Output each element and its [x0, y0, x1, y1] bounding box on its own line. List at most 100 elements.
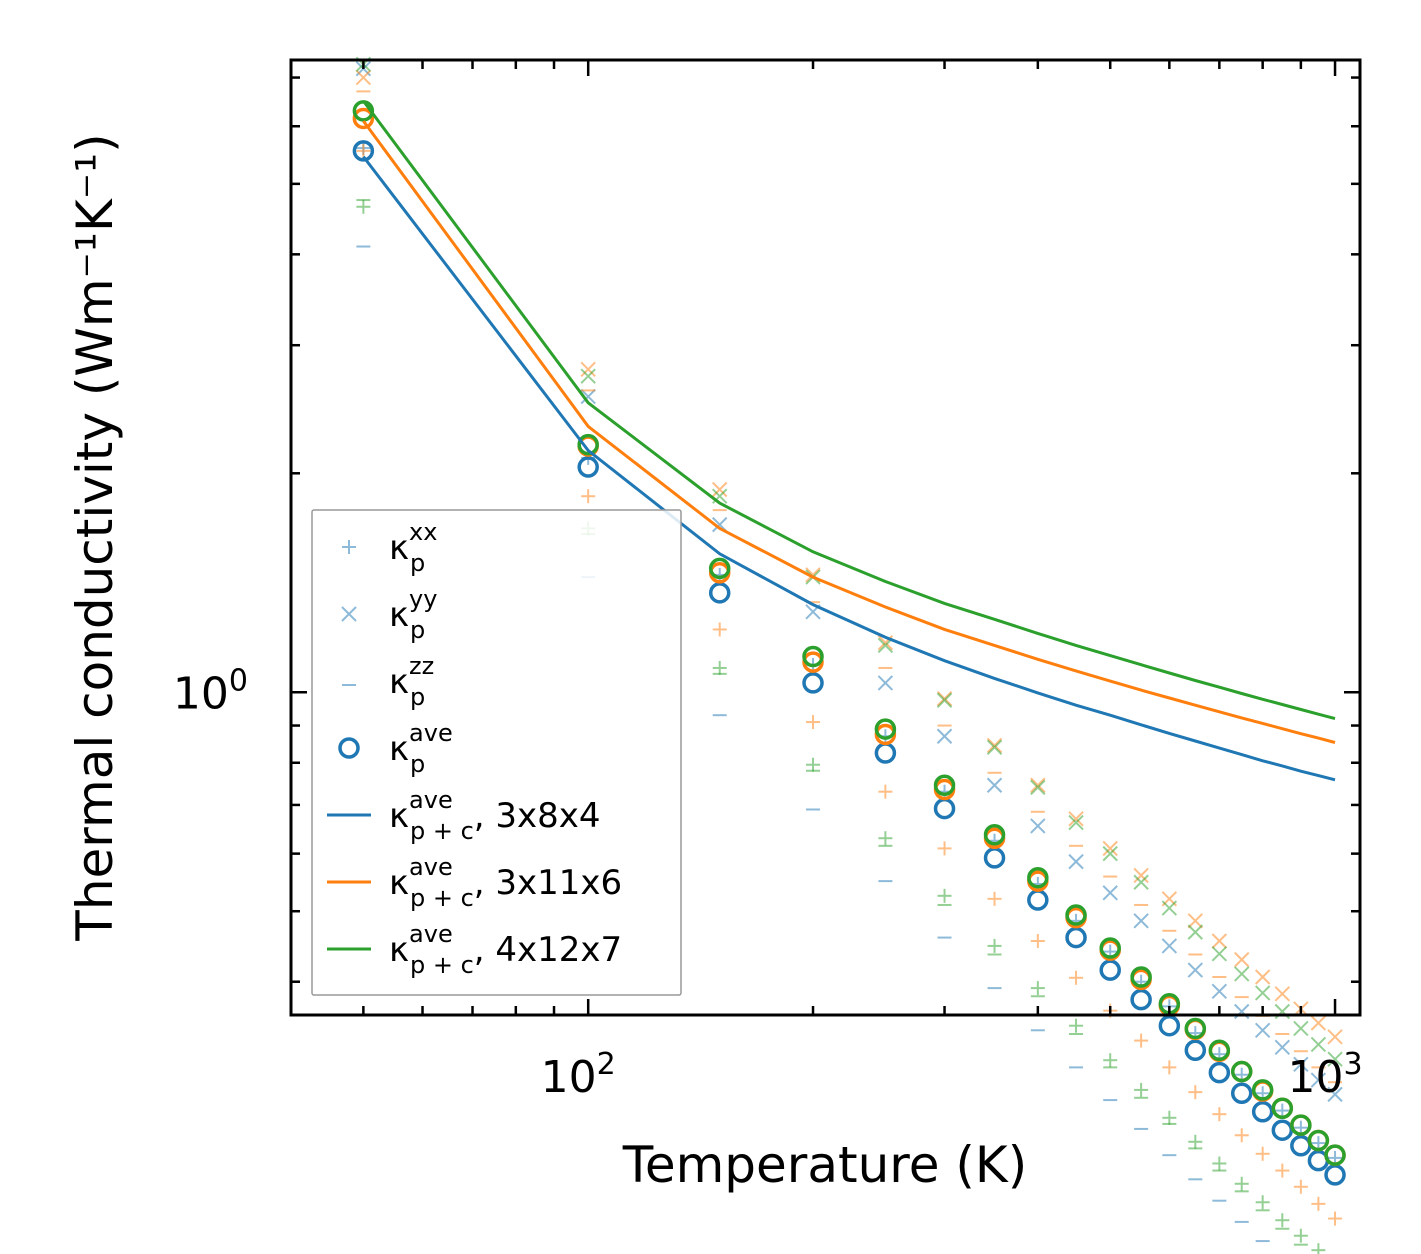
x-tick-label: 102: [541, 1047, 616, 1103]
legend-cross-marker: [341, 606, 357, 622]
kyy-point: [986, 777, 1003, 793]
kyy-point: [355, 69, 372, 86]
cross-b: [712, 481, 728, 498]
kyy-point: [1187, 962, 1204, 978]
kxx-point: [1212, 1107, 1227, 1122]
kyy-point: [1133, 913, 1149, 929]
kave-point: [708, 582, 731, 604]
kyy-point: [1211, 983, 1228, 1000]
cross-b: [1293, 1020, 1309, 1037]
legend-entry: κxx p: [342, 518, 437, 577]
kxx-point: [1212, 1156, 1227, 1171]
cross-b: [1187, 924, 1204, 940]
kave-point: [1251, 1101, 1274, 1123]
kxx-point: [1134, 1033, 1149, 1048]
series-3x8x4: [355, 60, 1343, 1243]
kyy-point: [1327, 1051, 1343, 1067]
y-axis-title: Thermal conductivity (Wm⁻¹K⁻¹): [66, 133, 124, 941]
kyy-point: [1254, 1022, 1271, 1038]
cross-b: [1187, 962, 1204, 978]
x-axis-title: Temperature (K): [622, 1136, 1027, 1194]
cross-b: [1310, 1036, 1327, 1053]
kyy-point: [1161, 900, 1178, 916]
cross-b: [1310, 1072, 1327, 1088]
kyy-point: [1030, 777, 1046, 793]
kyy-point: [1274, 1039, 1291, 1056]
kxx-point: [1311, 1243, 1326, 1254]
kxx-point: [987, 891, 1002, 906]
legend-box: [311, 509, 682, 996]
kxx-point: [356, 143, 371, 158]
legend-plus-marker: [342, 540, 356, 554]
kxx-point: [937, 841, 952, 856]
cross-b: [1133, 874, 1149, 890]
kxx-point: [1030, 981, 1045, 996]
kxx-point: [1293, 1179, 1308, 1194]
kave-point: [983, 823, 1006, 846]
cross-b: [1102, 840, 1118, 857]
legend-label: κave p + c, 4x12x7: [389, 920, 622, 979]
legend: κxx p κyy p κzz p κave p κave p + c, 3x8x4 κave p +…: [311, 509, 682, 996]
kxx-point: [1255, 1195, 1270, 1210]
cross-b: [986, 777, 1003, 793]
kxx-point: [1162, 1060, 1177, 1075]
kyy-point: [580, 388, 596, 405]
kave-point: [1158, 1014, 1181, 1037]
kyy-point: [1310, 1072, 1327, 1088]
cross-b: [1234, 966, 1250, 982]
legend-label: κxx p: [389, 518, 437, 577]
kave-point: [1099, 959, 1121, 981]
cross-b: [712, 516, 728, 533]
kave-point: [1324, 1144, 1346, 1166]
cross-b: [1030, 779, 1046, 796]
cross-b: [877, 675, 894, 691]
cross-b: [1133, 913, 1149, 929]
kyy-point: [1254, 985, 1271, 1001]
kyy-point: [1068, 853, 1084, 870]
kxx-point: [581, 489, 596, 504]
kyy-point: [1187, 913, 1204, 929]
cross-b: [1030, 777, 1046, 793]
kxx-point: [1255, 1146, 1270, 1161]
kave-point: [1065, 904, 1087, 926]
kxx-point: [1234, 1128, 1249, 1143]
kave-point: [352, 107, 375, 130]
legend-entry: κyy p: [341, 585, 437, 644]
kxx-point: [806, 757, 821, 772]
kave-point: [1271, 1097, 1294, 1119]
kyy-point: [712, 481, 728, 498]
kyy-point: [580, 361, 596, 377]
legend-entry: κave p + c, 3x11x6: [327, 853, 622, 912]
kxx-point: [987, 938, 1002, 953]
legend-label: κave p + c, 3x11x6: [389, 853, 622, 912]
kave-point: [1271, 1119, 1294, 1141]
cross-b: [936, 690, 953, 707]
kave-point: [1184, 1039, 1207, 1061]
kxx-point: [937, 888, 952, 903]
legend-label: κyy p: [389, 585, 437, 644]
cross-b: [1161, 900, 1178, 916]
kyy-point: [936, 692, 953, 708]
legend-entry: κave p + c, 3x8x4: [327, 786, 601, 845]
cross-b: [1274, 1039, 1291, 1056]
cross-b: [1327, 1029, 1343, 1045]
kave-point: [1065, 926, 1087, 949]
kyy-point: [877, 675, 894, 691]
cross-b: [580, 361, 596, 377]
cross-b: [1293, 1056, 1309, 1072]
kyy-point: [1068, 814, 1084, 831]
legend-entry: κave p: [338, 719, 453, 778]
kave-point: [802, 672, 824, 694]
kyy-point: [1274, 986, 1291, 1002]
kave-point: [1230, 1082, 1253, 1105]
kave-point: [708, 557, 731, 580]
kyy-point: [1102, 845, 1118, 862]
kyy-point: [1293, 1056, 1309, 1072]
cross-b: [1187, 913, 1204, 929]
cross-b: [1030, 818, 1046, 834]
kyy-point: [1133, 874, 1149, 890]
legend-label: κzz p: [389, 652, 434, 711]
legend-circle-marker: [338, 737, 360, 759]
kxx-point: [356, 199, 371, 214]
